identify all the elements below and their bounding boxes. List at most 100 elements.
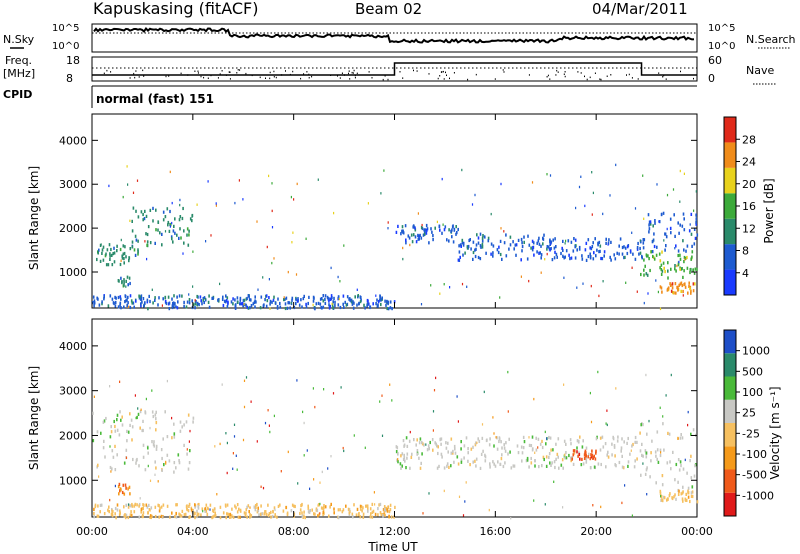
echo-cell [262,276,264,279]
echo-cell [464,251,466,255]
echo-cell [221,383,223,386]
echo-cell [158,296,160,300]
echo-cell [235,506,237,510]
echo-cell [273,414,275,418]
echo-cell [540,256,542,260]
echo-cell [669,460,671,464]
echo-cell [188,293,190,296]
echo-cell [690,232,693,236]
echo-cell [690,212,693,216]
echo-cell [536,241,538,245]
echo-cell [127,295,129,299]
echo-cell [581,254,583,258]
echo-cell [644,264,646,268]
echo-cell [583,453,586,457]
echo-cell [173,435,176,439]
echo-cell [137,215,140,219]
echo-cell [651,250,654,254]
echo-cell [309,509,311,513]
echo-cell [144,301,146,305]
echo-cell [693,474,696,478]
echo-cell [457,258,460,262]
echo-cell [123,257,125,261]
echo-cell [458,244,460,248]
echo-cell [477,241,480,245]
echo-cell [140,297,142,301]
echo-cell [183,443,185,447]
echo-cell [264,421,267,425]
echo-cell [610,240,612,244]
nsky-label: N.Sky [3,33,35,46]
echo-cell [98,248,100,252]
echo-cell [590,420,593,424]
echo-cell [132,457,134,462]
echo-cell [634,435,637,440]
echo-cell [282,509,285,513]
echo-cell [233,423,236,426]
echo-cell [588,452,590,456]
echo-cell [179,227,181,231]
echo-cell [668,494,671,498]
echo-cell [678,468,681,472]
echo-cell [459,255,461,259]
echo-cell [604,442,607,446]
echo-cell [476,441,478,444]
echo-cell [364,306,366,310]
echo-cell [173,470,175,474]
echo-cell [527,234,529,238]
echo-cell [574,238,577,242]
echo-cell [348,511,351,515]
echo-cell [121,280,123,284]
echo-cell [469,238,471,242]
echo-cell [183,304,185,308]
echo-cell [669,226,672,230]
echo-cell [621,437,623,441]
echo-cell [409,430,411,434]
echo-cell [137,248,139,252]
echo-cell [382,508,385,512]
echo-cell [520,275,522,278]
echo-cell [154,241,156,245]
echo-cell [569,438,572,442]
colorbar-tick-label: 1000 [742,345,770,358]
echo-cell [668,432,671,436]
echo-cell [143,304,145,308]
echo-cell [412,233,415,237]
echo-cell [181,425,183,429]
echo-cell [265,294,268,298]
echo-cell [390,515,393,519]
echo-cell [433,389,436,392]
velocity-ylabel: Slant Range [km] [27,366,41,470]
echo-cell [375,294,377,297]
echo-cell [138,504,140,508]
echo-cell [146,505,149,509]
echo-cell [626,245,629,249]
echo-cell [255,505,257,509]
echo-cell [460,458,463,462]
echo-cell [606,423,608,427]
echo-cell [148,508,151,512]
echo-cell [694,267,697,271]
echo-cell [481,236,484,240]
echo-cell [674,234,676,238]
freq-trace [92,62,697,81]
echo-cell [379,400,381,403]
echo-cell [624,484,626,487]
echo-cell [309,487,311,490]
echo-cell [552,238,554,242]
echo-cell [214,511,216,515]
echo-cell [186,504,188,508]
echo-cell [447,450,449,454]
echo-cell [640,473,642,477]
echo-cell [383,505,386,509]
echo-cell [517,451,520,455]
echo-cell [171,201,173,205]
echo-cell [643,268,645,272]
echo-cell [664,248,666,252]
echo-cell [191,299,193,303]
echo-cell [342,294,345,298]
echo-cell [587,455,589,459]
echo-cell [696,500,699,504]
echo-cell [615,163,617,167]
echo-cell [619,237,622,241]
